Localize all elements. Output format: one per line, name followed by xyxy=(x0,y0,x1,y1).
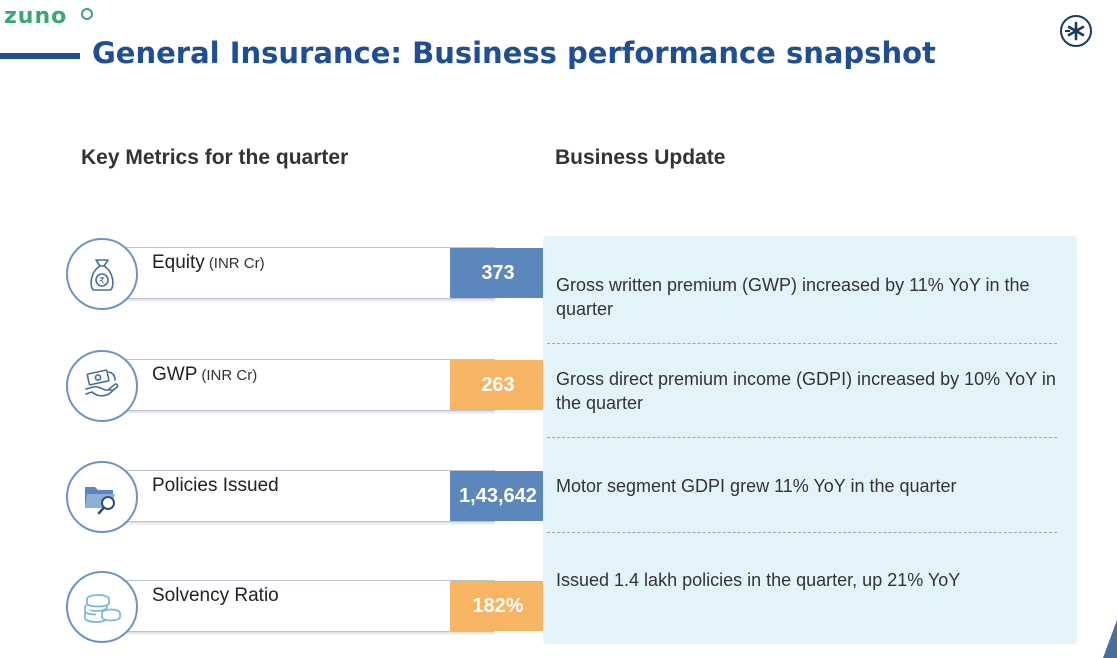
metric-gwp: 263 GWP (INR Cr) xyxy=(66,350,546,422)
update-divider xyxy=(547,343,1057,344)
metric-value: 182% xyxy=(450,581,546,631)
metric-equity: 373 ₹ Equity (INR Cr) xyxy=(66,238,546,310)
metric-unit: (INR Cr) xyxy=(208,255,265,272)
business-update-panel: Gross written premium (GWP) increased by… xyxy=(543,236,1077,644)
coins-stack-icon xyxy=(66,571,138,643)
metric-bar: 182% xyxy=(118,580,546,632)
metric-label: Solvency Ratio xyxy=(152,585,283,607)
money-bag-icon: ₹ xyxy=(66,238,138,310)
metric-name: Solvency Ratio xyxy=(152,585,279,606)
cash-in-hand-icon xyxy=(66,350,138,422)
metric-bar: 373 xyxy=(118,247,546,299)
metric-value: 373 xyxy=(450,248,546,298)
update-item: Gross direct premium income (GDPI) incre… xyxy=(556,369,1056,413)
update-item: Issued 1.4 lakh policies in the quarter,… xyxy=(556,570,961,590)
brand-logo-mark xyxy=(81,8,93,20)
metric-solvency-ratio: 182% Solvency Ratio xyxy=(66,571,546,643)
folder-search-icon xyxy=(66,461,138,533)
update-item: Gross written premium (GWP) increased by… xyxy=(556,275,1030,319)
title-accent-bar xyxy=(0,53,80,59)
metric-label: Equity (INR Cr) xyxy=(152,252,265,274)
metric-label: GWP (INR Cr) xyxy=(152,364,257,386)
brand-logo: zuno xyxy=(4,4,94,34)
metric-policies-issued: 1,43,642 Policies Issued xyxy=(66,461,546,533)
update-divider xyxy=(547,532,1057,533)
metric-name: Policies Issued xyxy=(152,475,279,496)
svg-text:₹: ₹ xyxy=(99,277,105,287)
metric-name: GWP xyxy=(152,364,198,385)
metric-value: 1,43,642 xyxy=(450,471,546,521)
metric-name: Equity xyxy=(152,252,205,273)
metric-value: 263 xyxy=(450,360,546,410)
business-update-heading: Business Update xyxy=(555,146,726,169)
metric-bar: 263 xyxy=(118,359,546,411)
page-title: General Insurance: Business performance … xyxy=(92,36,936,70)
metric-unit: (INR Cr) xyxy=(201,367,258,384)
update-divider xyxy=(547,437,1057,438)
update-item: Motor segment GDPI grew 11% YoY in the q… xyxy=(556,476,957,496)
corner-decoration xyxy=(1103,620,1117,658)
brand-logo-text: zuno xyxy=(4,4,68,29)
metric-bar: 1,43,642 xyxy=(118,470,546,522)
key-metrics-heading: Key Metrics for the quarter xyxy=(81,146,349,169)
asterisk-icon xyxy=(1060,15,1092,47)
metric-label: Policies Issued xyxy=(152,475,283,497)
